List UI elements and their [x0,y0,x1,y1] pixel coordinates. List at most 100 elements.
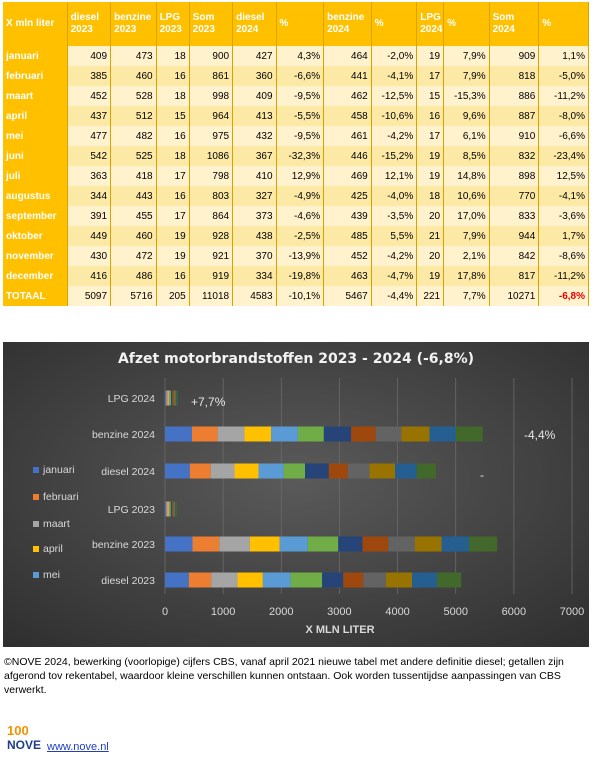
bar-segment [283,463,306,479]
value-cell: 437 [67,106,112,126]
category-label: benzine 2024 [92,429,155,441]
value-cell: 17 [156,166,190,186]
bar-segment [175,501,177,517]
bar-segment [172,390,174,406]
value-cell: 20 [416,206,445,226]
value-cell: -3,6% [538,206,589,226]
value-cell: 20 [416,246,445,266]
value-cell: 19 [416,146,445,166]
bar-segment [305,463,329,479]
value-cell: 16 [156,66,190,86]
value-cell: -12,5% [371,86,418,106]
legend-swatch [33,546,39,552]
value-cell: -9,5% [276,86,325,106]
value-cell: -4,1% [371,66,418,86]
value-cell: 449 [67,226,112,246]
bar-segment [165,501,167,517]
legend-label: april [43,543,63,555]
chart-svg: Afzet motorbrandstoffen 2023 - 2024 (-6,… [3,342,589,647]
value-cell: 921 [189,246,234,266]
value-cell: 818 [489,66,540,86]
value-cell: 1,7% [538,226,589,246]
table-row: oktober 449 460 19 928 438 -2,5% 485 5,5% 21 7,9% 9… [3,226,589,246]
month-cell: april [3,106,68,126]
annotation-label: -4,4% [524,428,556,442]
bar-segment [412,572,438,588]
bar-segment [173,501,175,517]
legend-swatch [33,494,39,500]
total-row: TOTAAL 5097 5716 205 11018 4583 -10,1% 5467 -4,4… [3,286,589,306]
bar-segment [234,463,259,479]
month-cell: januari [3,46,68,66]
logo-number: 100 [7,723,29,738]
value-cell: 12,9% [276,166,325,186]
bar-segment [375,426,402,442]
bar-segment [351,426,376,442]
value-cell: 425 [323,186,372,206]
bar-segment [171,501,173,517]
bar-segment [211,572,238,588]
bar-segment [279,536,308,552]
value-cell: 485 [323,226,372,246]
logo-text: NOVE [7,738,41,751]
value-cell: 16 [416,106,445,126]
value-cell: -4,2% [371,126,418,146]
bar-segment [369,463,396,479]
value-cell: -32,3% [276,146,325,166]
category-label: LPG 2024 [108,393,155,405]
value-cell: 525 [110,146,157,166]
x-tick-label: 7000 [560,606,584,618]
value-cell: 1086 [189,146,234,166]
bar-segment [262,572,291,588]
value-cell: 15 [156,106,190,126]
bar-segment [219,536,250,552]
bar-segment [165,536,193,552]
header-cell: benzine 2024 [323,2,372,46]
bar-segment [468,536,498,552]
bar-segment [271,426,298,442]
table-row: februari 385 460 16 861 360 -6,6% 441 -4,1% 17 7,9… [3,66,589,86]
bar-segment [395,463,417,479]
x-tick-label: 5000 [443,606,467,618]
value-cell: 6,1% [443,126,490,146]
value-cell: -13,9% [276,246,325,266]
value-cell: 21 [416,226,445,246]
value-cell: 19 [416,166,445,186]
value-cell: 864 [189,206,234,226]
bar-segment [328,463,348,479]
bar-segment [297,426,324,442]
x-tick-label: 0 [162,606,168,618]
value-cell: -4,4% [371,286,418,306]
value-cell: 373 [232,206,277,226]
value-cell: 17 [156,206,190,226]
bar-segment [414,536,442,552]
value-cell: -4,1% [538,186,589,206]
bar-segment [237,572,263,588]
month-cell: mei [3,126,68,146]
value-cell: 418 [110,166,157,186]
bar-segment [191,426,218,442]
bar-segment [437,572,462,588]
bar-segment [244,426,272,442]
nove-website-link[interactable]: www.nove.nl [47,741,109,753]
value-cell: -11,2% [538,266,589,286]
fuel-sales-table: X mln liter diesel 2023 benzine 2023 LPG 20… [3,2,589,306]
value-cell: 439 [323,206,372,226]
value-cell: 427 [232,46,277,66]
value-cell: 410 [232,166,277,186]
value-cell: 19 [416,46,445,66]
value-cell: 861 [189,66,234,86]
bar-segment [165,463,190,479]
value-cell: 460 [110,66,157,86]
bar-segment [188,572,212,588]
bar-segment [258,463,284,479]
bar-segment [385,572,413,588]
value-cell: -4,6% [276,206,325,226]
value-cell: 975 [189,126,234,146]
table-row: juli 363 418 17 798 410 12,9% 469 12,1% 19 14,8% 89… [3,166,589,186]
value-cell: 18 [156,46,190,66]
value-cell: 464 [323,46,372,66]
table-row: januari 409 473 18 900 427 4,3% 464 -2,0% 19 7,9% 9… [3,46,589,66]
value-cell: -15,3% [443,86,490,106]
value-cell: 512 [110,106,157,126]
